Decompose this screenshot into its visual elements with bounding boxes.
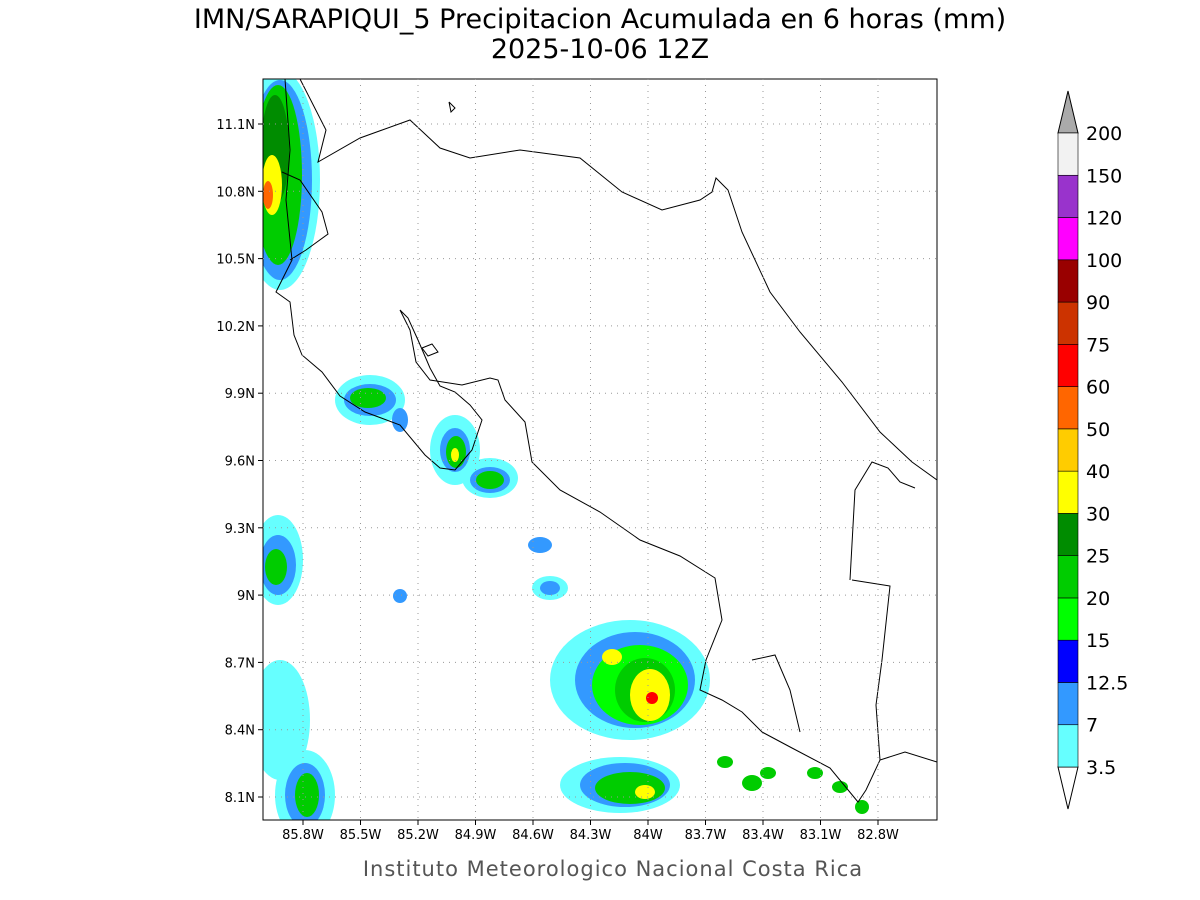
colorbar-segment <box>1057 217 1079 261</box>
colorbar-segment <box>1057 132 1079 176</box>
colorbar-segment <box>1057 470 1079 514</box>
colorbar-segment <box>1057 301 1079 345</box>
x-tick-label: 85.2W <box>397 828 439 843</box>
y-tick-label: 9.3N <box>225 522 255 537</box>
x-tick-label: 83.7W <box>685 828 727 843</box>
y-tick-label: 9N <box>237 589 255 604</box>
colorbar-segment <box>1057 597 1079 641</box>
y-tick-label: 9.9N <box>225 387 255 402</box>
colorbar-label: 30 <box>1086 503 1110 525</box>
colorbar-segment <box>1057 639 1079 683</box>
colorbar-label: 50 <box>1086 419 1110 441</box>
y-tick-label: 11.1N <box>216 118 255 133</box>
colorbar-segment <box>1057 682 1079 726</box>
colorbar-segment <box>1057 259 1079 303</box>
x-tick-label: 84.6W <box>512 828 554 843</box>
x-tick-label: 85.8W <box>282 828 324 843</box>
colorbar-label: 20 <box>1086 588 1110 610</box>
y-tick-label: 8.7N <box>225 656 255 671</box>
colorbar-segment <box>1057 555 1079 599</box>
x-tick-label: 84.3W <box>570 828 612 843</box>
subtitle: 2025-10-06 12Z <box>491 34 709 65</box>
colorbar-label: 75 <box>1086 334 1110 356</box>
x-tick-label: 84.9W <box>455 828 497 843</box>
colorbar-label: 200 <box>1086 123 1122 145</box>
colorbar-segment <box>1057 386 1079 430</box>
colorbar-segment <box>1057 344 1079 387</box>
colorbar-label: 150 <box>1086 165 1122 187</box>
precipitation <box>263 79 869 820</box>
colorbar-segment <box>1057 513 1079 556</box>
colorbar-under <box>1057 766 1079 810</box>
colorbar-label: 3.5 <box>1086 757 1116 779</box>
y-tick-label: 8.1N <box>225 791 255 806</box>
colorbar-label: 60 <box>1086 377 1110 399</box>
x-tick-label: 83.1W <box>800 828 842 843</box>
coastlines <box>275 79 937 803</box>
map: 85.8W 85.5W 85.2W 84.9W 84.6W 84.3W 84W 83.7W 83… <box>216 78 938 843</box>
colorbar-label: 15 <box>1086 630 1110 652</box>
y-tick-label: 10.2N <box>216 320 255 335</box>
y-tick-label: 10.5N <box>216 253 255 268</box>
x-tick-label: 82.8W <box>857 828 899 843</box>
x-tick-label: 84W <box>633 828 663 843</box>
colorbar-label: 90 <box>1086 292 1110 314</box>
colorbar: 3.5 7 12.5 15 20 25 30 40 50 60 75 90 100 120 150 200 <box>1057 90 1128 810</box>
y-tick-label: 9.6N <box>225 455 255 470</box>
colorbar-segment <box>1057 724 1079 768</box>
title: IMN/SARAPIQUI_5 Precipitacion Acumulada … <box>194 4 1006 35</box>
colorbar-label: 7 <box>1086 715 1098 737</box>
colorbar-segment <box>1057 174 1079 218</box>
colorbar-segment <box>1057 428 1079 472</box>
colorbar-over <box>1057 90 1079 134</box>
x-tick-label: 85.5W <box>340 828 382 843</box>
colorbar-label: 25 <box>1086 546 1110 568</box>
colorbar-label: 120 <box>1086 208 1122 230</box>
colorbar-label: 100 <box>1086 250 1122 272</box>
y-tick-label: 8.4N <box>225 724 255 739</box>
y-tick-label: 10.8N <box>216 185 255 200</box>
footer: Instituto Meteorologico Nacional Costa R… <box>363 857 863 881</box>
colorbar-label: 12.5 <box>1086 672 1128 694</box>
x-tick-label: 83.4W <box>742 828 784 843</box>
colorbar-label: 40 <box>1086 461 1110 483</box>
